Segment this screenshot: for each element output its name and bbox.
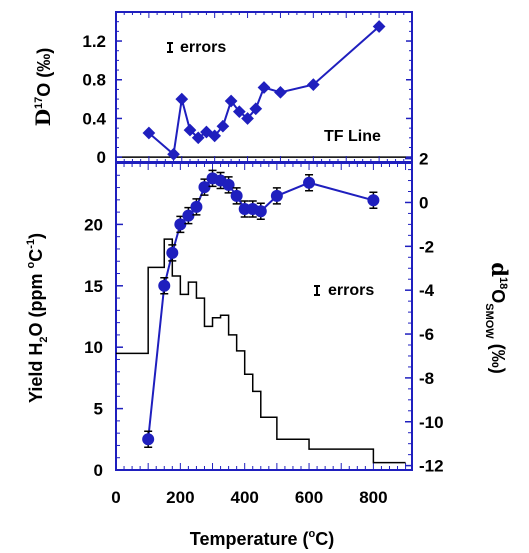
d18o-point — [303, 176, 316, 189]
left-y-tick-label: 5 — [94, 400, 103, 419]
d17o-point — [232, 105, 246, 119]
lower-panel: 0 200 400 600 800 0 5 10 15 20 -12 -10 -8 -6 -4 -2 0 2 err… — [25, 150, 512, 549]
error-bar-legend-icon-lower — [314, 285, 320, 296]
right-y-axis-label: d18OSMOW (‰) — [483, 262, 512, 373]
tf-line-label: TF Line — [324, 128, 381, 145]
d17o-point — [224, 94, 238, 108]
x-tick-label: 200 — [166, 488, 194, 507]
d18o-point — [142, 433, 155, 446]
left-y-axis-label: Yield H2O (ppm oC-1) — [25, 233, 50, 403]
upper-legend-errors: errors — [180, 39, 226, 56]
right-y-tick-label: 2 — [419, 150, 428, 169]
d17o-point — [257, 81, 271, 94]
right-y-tick-label: -10 — [419, 413, 444, 432]
right-y-tick-label: 0 — [419, 193, 428, 212]
d18o-point — [166, 246, 179, 259]
upper-y-tick-label: 0 — [97, 148, 106, 167]
d17o-point — [306, 78, 320, 91]
d17o-point — [208, 129, 222, 143]
d17o-point — [142, 126, 156, 140]
left-y-tick-label: 20 — [84, 215, 103, 234]
x-tick-label: 800 — [359, 488, 387, 507]
right-y-tick-label: -12 — [419, 457, 444, 476]
upper-y-tick-label: 1.2 — [82, 32, 106, 51]
d18o-point — [158, 279, 171, 292]
d17o-point — [216, 119, 230, 133]
right-y-tick-label: -2 — [419, 237, 434, 256]
x-axis-label: Temperature (oC) — [190, 528, 334, 549]
d18o-point — [367, 194, 380, 207]
right-y-tick-label: -4 — [419, 281, 435, 300]
d17o-point — [175, 92, 189, 106]
yield-step-series — [116, 238, 406, 464]
d18o-point — [182, 209, 195, 222]
d18o-point — [230, 189, 243, 202]
d18o-point — [198, 181, 211, 194]
d17o-series-line — [148, 25, 380, 157]
left-y-tick-label: 10 — [84, 338, 103, 357]
upper-y-axis-label: D17O (‰) — [31, 48, 55, 127]
lower-legend-errors: errors — [328, 282, 374, 299]
d17o-point — [372, 20, 386, 33]
d17o-point — [191, 131, 205, 145]
upper-panel: TF Line 0 0.4 0.8 1.2 D17O (‰) errors — [31, 11, 413, 167]
left-y-tick-label: 15 — [84, 277, 103, 296]
d17o-point — [274, 85, 287, 99]
x-tick-label: 0 — [111, 488, 120, 507]
left-y-tick-label: 0 — [94, 461, 103, 480]
d18o-point — [254, 205, 267, 218]
right-y-tick-label: -8 — [419, 369, 434, 388]
d18o-point — [174, 218, 187, 231]
d18o-point — [222, 178, 235, 191]
upper-y-tick-label: 0.4 — [82, 109, 106, 128]
d17o-point — [167, 147, 180, 161]
right-y-tick-label: -6 — [419, 325, 434, 344]
d17o-point — [241, 112, 254, 125]
error-bar-legend-icon — [167, 42, 173, 53]
x-tick-label: 400 — [231, 488, 259, 507]
x-tick-label: 600 — [295, 488, 323, 507]
d17o-point — [183, 123, 197, 137]
d18o-point — [270, 189, 283, 202]
lower-panel-frame — [115, 162, 413, 471]
d17o-point — [249, 102, 263, 116]
d18o-point — [190, 200, 203, 213]
upper-y-tick-label: 0.8 — [82, 71, 106, 90]
